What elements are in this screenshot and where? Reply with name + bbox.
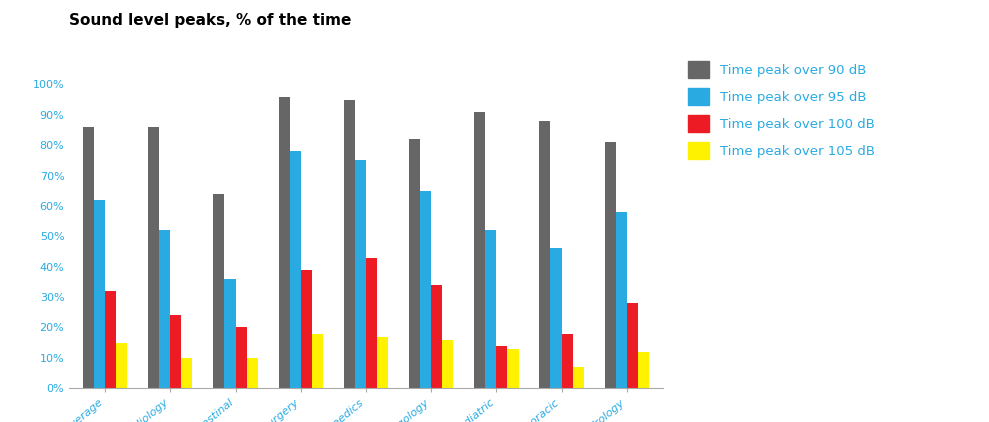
Bar [235, 327, 246, 388]
Bar [496, 346, 507, 388]
Bar [290, 151, 301, 388]
Bar [551, 249, 562, 388]
Bar [214, 194, 225, 388]
Bar [312, 333, 322, 388]
Bar [638, 352, 649, 388]
Bar [474, 112, 486, 388]
Bar [116, 343, 128, 388]
Bar [83, 127, 94, 388]
Bar [225, 279, 235, 388]
Bar [355, 160, 366, 388]
Bar [442, 340, 453, 388]
Bar [377, 337, 388, 388]
Bar [366, 257, 377, 388]
Bar [627, 303, 638, 388]
Bar [420, 191, 431, 388]
Legend: Time peak over 90 dB, Time peak over 95 dB, Time peak over 100 dB, Time peak ove: Time peak over 90 dB, Time peak over 95 … [684, 57, 878, 162]
Bar [539, 121, 551, 388]
Bar [486, 230, 496, 388]
Text: Sound level peaks, % of the time: Sound level peaks, % of the time [69, 13, 352, 28]
Bar [181, 358, 193, 388]
Bar [159, 230, 170, 388]
Bar [562, 333, 573, 388]
Bar [105, 291, 116, 388]
Bar [409, 139, 420, 388]
Bar [344, 100, 355, 388]
Bar [431, 285, 442, 388]
Bar [507, 349, 518, 388]
Bar [148, 127, 159, 388]
Bar [246, 358, 258, 388]
Bar [279, 97, 290, 388]
Bar [604, 142, 616, 388]
Bar [616, 212, 627, 388]
Bar [573, 367, 584, 388]
Bar [301, 270, 312, 388]
Bar [94, 200, 105, 388]
Bar [170, 315, 181, 388]
